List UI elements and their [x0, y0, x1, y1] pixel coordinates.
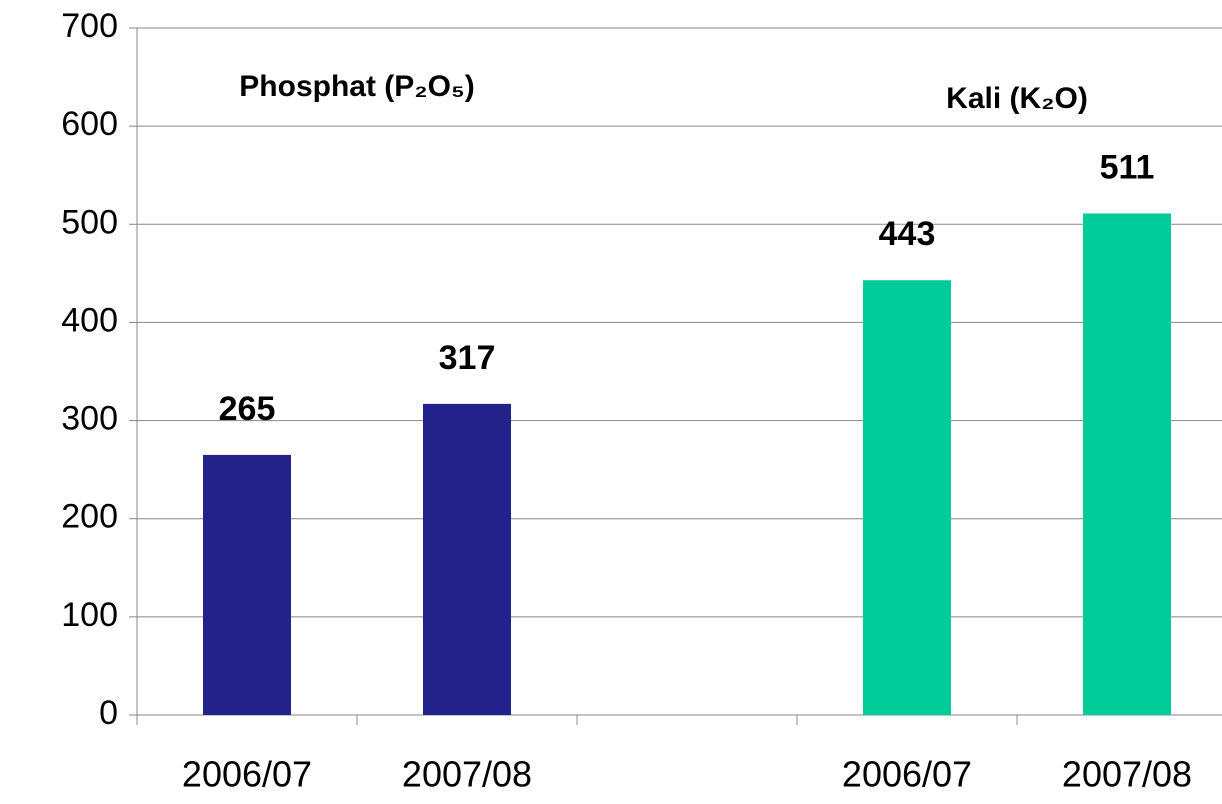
- bar: [863, 280, 951, 715]
- group-label: Kali (K₂O): [946, 82, 1088, 115]
- group-label: Phosphat (P₂O₅): [239, 70, 474, 103]
- y-tick-label: 700: [61, 7, 118, 45]
- y-tick-label: 0: [99, 694, 118, 732]
- x-tick-label: 2007/08: [402, 754, 532, 795]
- x-tick-label: 2007/08: [1062, 754, 1192, 795]
- x-tick-label: 2006/07: [842, 754, 972, 795]
- y-tick-label: 200: [61, 498, 118, 536]
- y-tick-label: 100: [61, 596, 118, 634]
- bar: [1083, 213, 1171, 716]
- value-label: 511: [1100, 148, 1155, 186]
- y-tick-label: 400: [61, 301, 118, 339]
- x-tick-label: 2006/07: [182, 754, 312, 795]
- y-tick-label: 600: [61, 105, 118, 143]
- value-label: 443: [879, 215, 936, 253]
- value-label: 317: [439, 339, 496, 377]
- bar: [203, 454, 291, 715]
- y-tick-label: 300: [61, 400, 118, 438]
- bar: [423, 403, 511, 715]
- y-tick-label: 500: [61, 203, 118, 241]
- value-label: 265: [219, 390, 276, 428]
